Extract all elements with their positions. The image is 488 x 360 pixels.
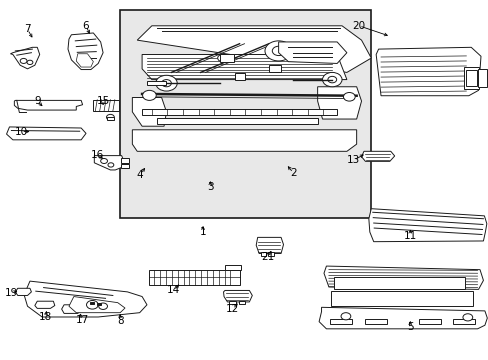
Polygon shape — [6, 127, 86, 140]
Bar — [365, 319, 386, 324]
Bar — [466, 70, 476, 86]
Circle shape — [340, 313, 350, 320]
Bar — [149, 270, 239, 285]
Polygon shape — [68, 33, 103, 69]
Text: 15: 15 — [96, 96, 109, 106]
Circle shape — [217, 54, 227, 62]
Text: 17: 17 — [76, 315, 89, 325]
Circle shape — [142, 90, 156, 100]
Text: 1: 1 — [199, 227, 206, 237]
Text: 3: 3 — [206, 182, 213, 192]
Circle shape — [327, 76, 336, 83]
Circle shape — [101, 158, 107, 163]
Text: 4: 4 — [136, 170, 142, 180]
Bar — [268, 65, 280, 72]
Circle shape — [99, 303, 107, 310]
Text: 11: 11 — [403, 231, 416, 240]
Polygon shape — [368, 209, 486, 242]
Text: 2: 2 — [289, 168, 296, 178]
Bar — [463, 67, 478, 89]
Polygon shape — [35, 301, 55, 309]
Text: 14: 14 — [167, 285, 180, 296]
Text: 13: 13 — [346, 155, 360, 165]
Bar — [142, 109, 336, 116]
Bar — [121, 158, 129, 163]
Circle shape — [106, 114, 114, 120]
Bar — [107, 117, 114, 121]
Polygon shape — [14, 100, 82, 110]
Polygon shape — [24, 281, 147, 317]
Polygon shape — [94, 156, 123, 170]
Bar — [90, 302, 94, 304]
Polygon shape — [15, 288, 31, 296]
Polygon shape — [69, 297, 125, 313]
Polygon shape — [137, 26, 370, 72]
Bar — [330, 291, 472, 306]
Polygon shape — [10, 47, 40, 69]
Polygon shape — [132, 130, 356, 151]
Bar — [157, 118, 317, 125]
Circle shape — [108, 163, 114, 167]
Circle shape — [264, 41, 292, 61]
Circle shape — [462, 314, 472, 321]
Text: 18: 18 — [39, 312, 52, 322]
Circle shape — [272, 46, 285, 55]
Bar — [452, 319, 474, 324]
Text: 9: 9 — [34, 96, 41, 106]
Text: 6: 6 — [82, 21, 89, 31]
Text: 21: 21 — [261, 252, 274, 262]
Text: 19: 19 — [5, 288, 18, 298]
Text: 20: 20 — [352, 21, 365, 31]
Polygon shape — [324, 266, 483, 289]
Bar — [224, 265, 240, 270]
Text: 10: 10 — [15, 127, 28, 136]
Bar — [477, 69, 487, 87]
Circle shape — [27, 60, 33, 64]
Polygon shape — [256, 237, 283, 253]
Circle shape — [322, 72, 341, 87]
Polygon shape — [223, 291, 252, 302]
Text: 12: 12 — [226, 304, 239, 314]
Polygon shape — [375, 47, 480, 96]
Polygon shape — [76, 54, 93, 67]
Bar — [93, 100, 119, 111]
Bar — [333, 277, 465, 289]
Bar — [234, 73, 245, 80]
Text: 8: 8 — [117, 316, 123, 325]
Polygon shape — [361, 151, 394, 161]
Bar — [418, 319, 440, 324]
Bar — [228, 301, 235, 305]
Circle shape — [20, 58, 27, 63]
Bar — [120, 10, 370, 218]
Polygon shape — [142, 54, 346, 80]
Polygon shape — [147, 81, 166, 85]
Polygon shape — [61, 305, 82, 314]
Polygon shape — [132, 98, 166, 126]
Text: 16: 16 — [90, 150, 103, 160]
Polygon shape — [278, 42, 346, 63]
Bar — [330, 319, 351, 324]
Circle shape — [86, 301, 98, 309]
Bar — [260, 252, 266, 256]
Polygon shape — [317, 87, 361, 119]
Bar — [238, 301, 245, 305]
Polygon shape — [319, 307, 487, 329]
Circle shape — [156, 75, 177, 91]
Circle shape — [161, 80, 171, 87]
Bar — [220, 54, 233, 62]
Bar — [97, 303, 101, 305]
Text: 7: 7 — [24, 24, 31, 35]
Bar — [121, 163, 129, 168]
Text: 5: 5 — [406, 322, 413, 332]
Bar — [268, 252, 274, 256]
Circle shape — [343, 93, 354, 101]
